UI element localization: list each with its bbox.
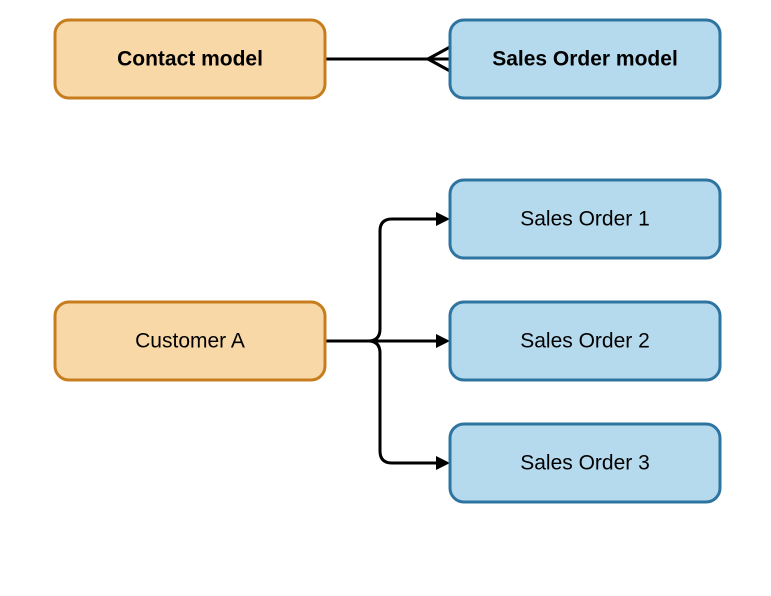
node-label: Sales Order model (492, 48, 678, 71)
node-sales-order-3: Sales Order 3 (450, 424, 720, 502)
node-sales-order-2: Sales Order 2 (450, 302, 720, 380)
node-label: Sales Order 3 (520, 452, 650, 475)
node-label: Sales Order 1 (520, 208, 650, 231)
node-sales-order-1: Sales Order 1 (450, 180, 720, 258)
node-customer-a: Customer A (55, 302, 325, 380)
diagram-canvas: Contact model Sales Order model Customer A… (0, 0, 771, 596)
node-contact-model: Contact model (55, 20, 325, 98)
node-label: Sales Order 2 (520, 330, 650, 353)
node-sales-order-model: Sales Order model (450, 20, 720, 98)
node-label: Contact model (117, 48, 263, 71)
node-label: Customer A (135, 330, 245, 353)
